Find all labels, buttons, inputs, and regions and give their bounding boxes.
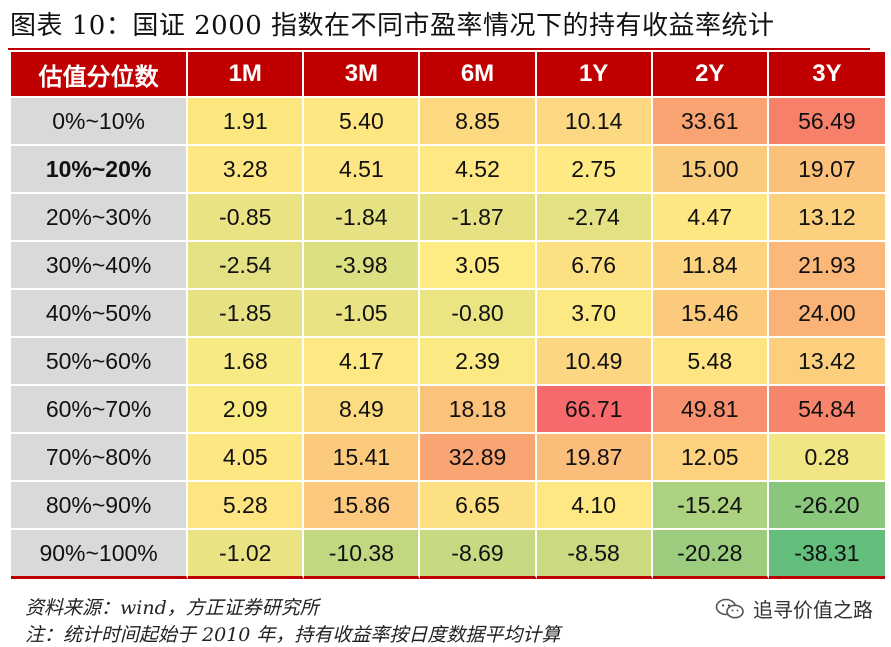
table-cell: 5.48	[652, 336, 769, 384]
returns-table: 估值分位数 1M 3M 6M 1Y 2Y 3Y 0%~10% 1.91 5.40 8.…	[11, 52, 885, 579]
table-cell: 10.14	[536, 96, 653, 144]
row-label: 30%~40%	[11, 240, 189, 288]
table-cell: -3.98	[304, 240, 421, 288]
table-cell: 5.28	[188, 480, 305, 528]
table-cell: 32.89	[420, 432, 537, 480]
table-row: 40%~50% -1.85 -1.05 -0.80 3.70 15.46 24.00	[11, 288, 885, 336]
table-cell: 49.81	[652, 384, 769, 432]
table-cell: 11.84	[652, 240, 769, 288]
row-label: 90%~100%	[11, 528, 189, 579]
table-cell: 56.49	[768, 96, 885, 144]
table-row: 70%~80% 4.05 15.41 32.89 19.87 12.05 0.28	[11, 432, 885, 480]
table-cell: -20.28	[652, 528, 769, 579]
table-cell: -1.05	[304, 288, 421, 336]
table-row: 50%~60% 1.68 4.17 2.39 10.49 5.48 13.42	[11, 336, 885, 384]
table-cell: 15.86	[304, 480, 421, 528]
table-row: 30%~40% -2.54 -3.98 3.05 6.76 11.84 21.93	[11, 240, 885, 288]
row-label: 20%~30%	[11, 192, 189, 240]
title-divider	[8, 48, 870, 50]
table-cell: 1.68	[188, 336, 305, 384]
header-6m: 6M	[420, 52, 537, 96]
table-cell: 8.85	[420, 96, 537, 144]
table-row: 80%~90% 5.28 15.86 6.65 4.10 -15.24 -26.20	[11, 480, 885, 528]
table-cell: 4.05	[188, 432, 305, 480]
table-cell: 1.91	[188, 96, 305, 144]
table-cell: 4.51	[304, 144, 421, 192]
table-cell: 3.28	[188, 144, 305, 192]
table-cell: -26.20	[768, 480, 885, 528]
table-cell: 6.76	[536, 240, 653, 288]
table-row: 60%~70% 2.09 8.49 18.18 66.71 49.81 54.84	[11, 384, 885, 432]
table-cell: 54.84	[768, 384, 885, 432]
table-cell: 33.61	[652, 96, 769, 144]
header-3y: 3Y	[768, 52, 885, 96]
table-cell: 13.42	[768, 336, 885, 384]
table-row: 0%~10% 1.91 5.40 8.85 10.14 33.61 56.49	[11, 96, 885, 144]
watermark-text: 追寻价值之路	[753, 598, 873, 622]
header-3m: 3M	[304, 52, 421, 96]
table-cell: 2.39	[420, 336, 537, 384]
table-cell: -38.31	[768, 528, 885, 579]
table-cell: 66.71	[536, 384, 653, 432]
table-cell: 18.18	[420, 384, 537, 432]
table-header-row: 估值分位数 1M 3M 6M 1Y 2Y 3Y	[11, 52, 885, 96]
header-2y: 2Y	[652, 52, 769, 96]
table-cell: 15.46	[652, 288, 769, 336]
table-cell: -15.24	[652, 480, 769, 528]
row-label: 80%~90%	[11, 480, 189, 528]
table-cell: 10.49	[536, 336, 653, 384]
table-cell: 4.17	[304, 336, 421, 384]
table-cell: 0.28	[768, 432, 885, 480]
table-cell: -2.74	[536, 192, 653, 240]
table-row: 10%~20% 3.28 4.51 4.52 2.75 15.00 19.07	[11, 144, 885, 192]
table-cell: 8.49	[304, 384, 421, 432]
table-cell: 3.05	[420, 240, 537, 288]
header-percentile: 估值分位数	[11, 52, 189, 96]
table-cell: 15.41	[304, 432, 421, 480]
table-row: 90%~100% -1.02 -10.38 -8.69 -8.58 -20.28 -38.3…	[11, 528, 885, 579]
table-cell: 19.87	[536, 432, 653, 480]
table-row: 20%~30% -0.85 -1.84 -1.87 -2.74 4.47 13.12	[11, 192, 885, 240]
table-cell: 2.09	[188, 384, 305, 432]
table-cell: 12.05	[652, 432, 769, 480]
page-title: 图表 10：国证 2000 指数在不同市盈率情况下的持有收益率统计	[10, 11, 775, 41]
table-cell: -0.85	[188, 192, 305, 240]
wechat-icon	[715, 598, 744, 618]
row-label: 70%~80%	[11, 432, 189, 480]
table-cell: -1.02	[188, 528, 305, 579]
table-cell: 4.47	[652, 192, 769, 240]
source-note: 资料来源：wind，方正证券研究所	[25, 597, 319, 619]
row-label: 50%~60%	[11, 336, 189, 384]
table-cell: -8.69	[420, 528, 537, 579]
table-cell: -1.84	[304, 192, 421, 240]
table-cell: -1.87	[420, 192, 537, 240]
header-1m: 1M	[188, 52, 305, 96]
row-label: 0%~10%	[11, 96, 189, 144]
table-cell: 4.10	[536, 480, 653, 528]
row-label: 40%~50%	[11, 288, 189, 336]
row-label: 10%~20%	[11, 144, 189, 192]
header-1y: 1Y	[536, 52, 653, 96]
table-cell: 13.12	[768, 192, 885, 240]
table-cell: 24.00	[768, 288, 885, 336]
row-label: 60%~70%	[11, 384, 189, 432]
table-cell: -8.58	[536, 528, 653, 579]
table-cell: 6.65	[420, 480, 537, 528]
table-cell: 4.52	[420, 144, 537, 192]
table-cell: 3.70	[536, 288, 653, 336]
table-cell: 21.93	[768, 240, 885, 288]
table-cell: -1.85	[188, 288, 305, 336]
table-cell: 2.75	[536, 144, 653, 192]
table-cell: 19.07	[768, 144, 885, 192]
table-cell: -2.54	[188, 240, 305, 288]
table-cell: -10.38	[304, 528, 421, 579]
wechat-watermark: 追寻价值之路	[715, 594, 873, 623]
table-cell: 5.40	[304, 96, 421, 144]
table-cell: 15.00	[652, 144, 769, 192]
table-cell: -0.80	[420, 288, 537, 336]
method-note: 注：统计时间起始于 2010 年，持有收益率按日度数据平均计算	[25, 624, 561, 646]
